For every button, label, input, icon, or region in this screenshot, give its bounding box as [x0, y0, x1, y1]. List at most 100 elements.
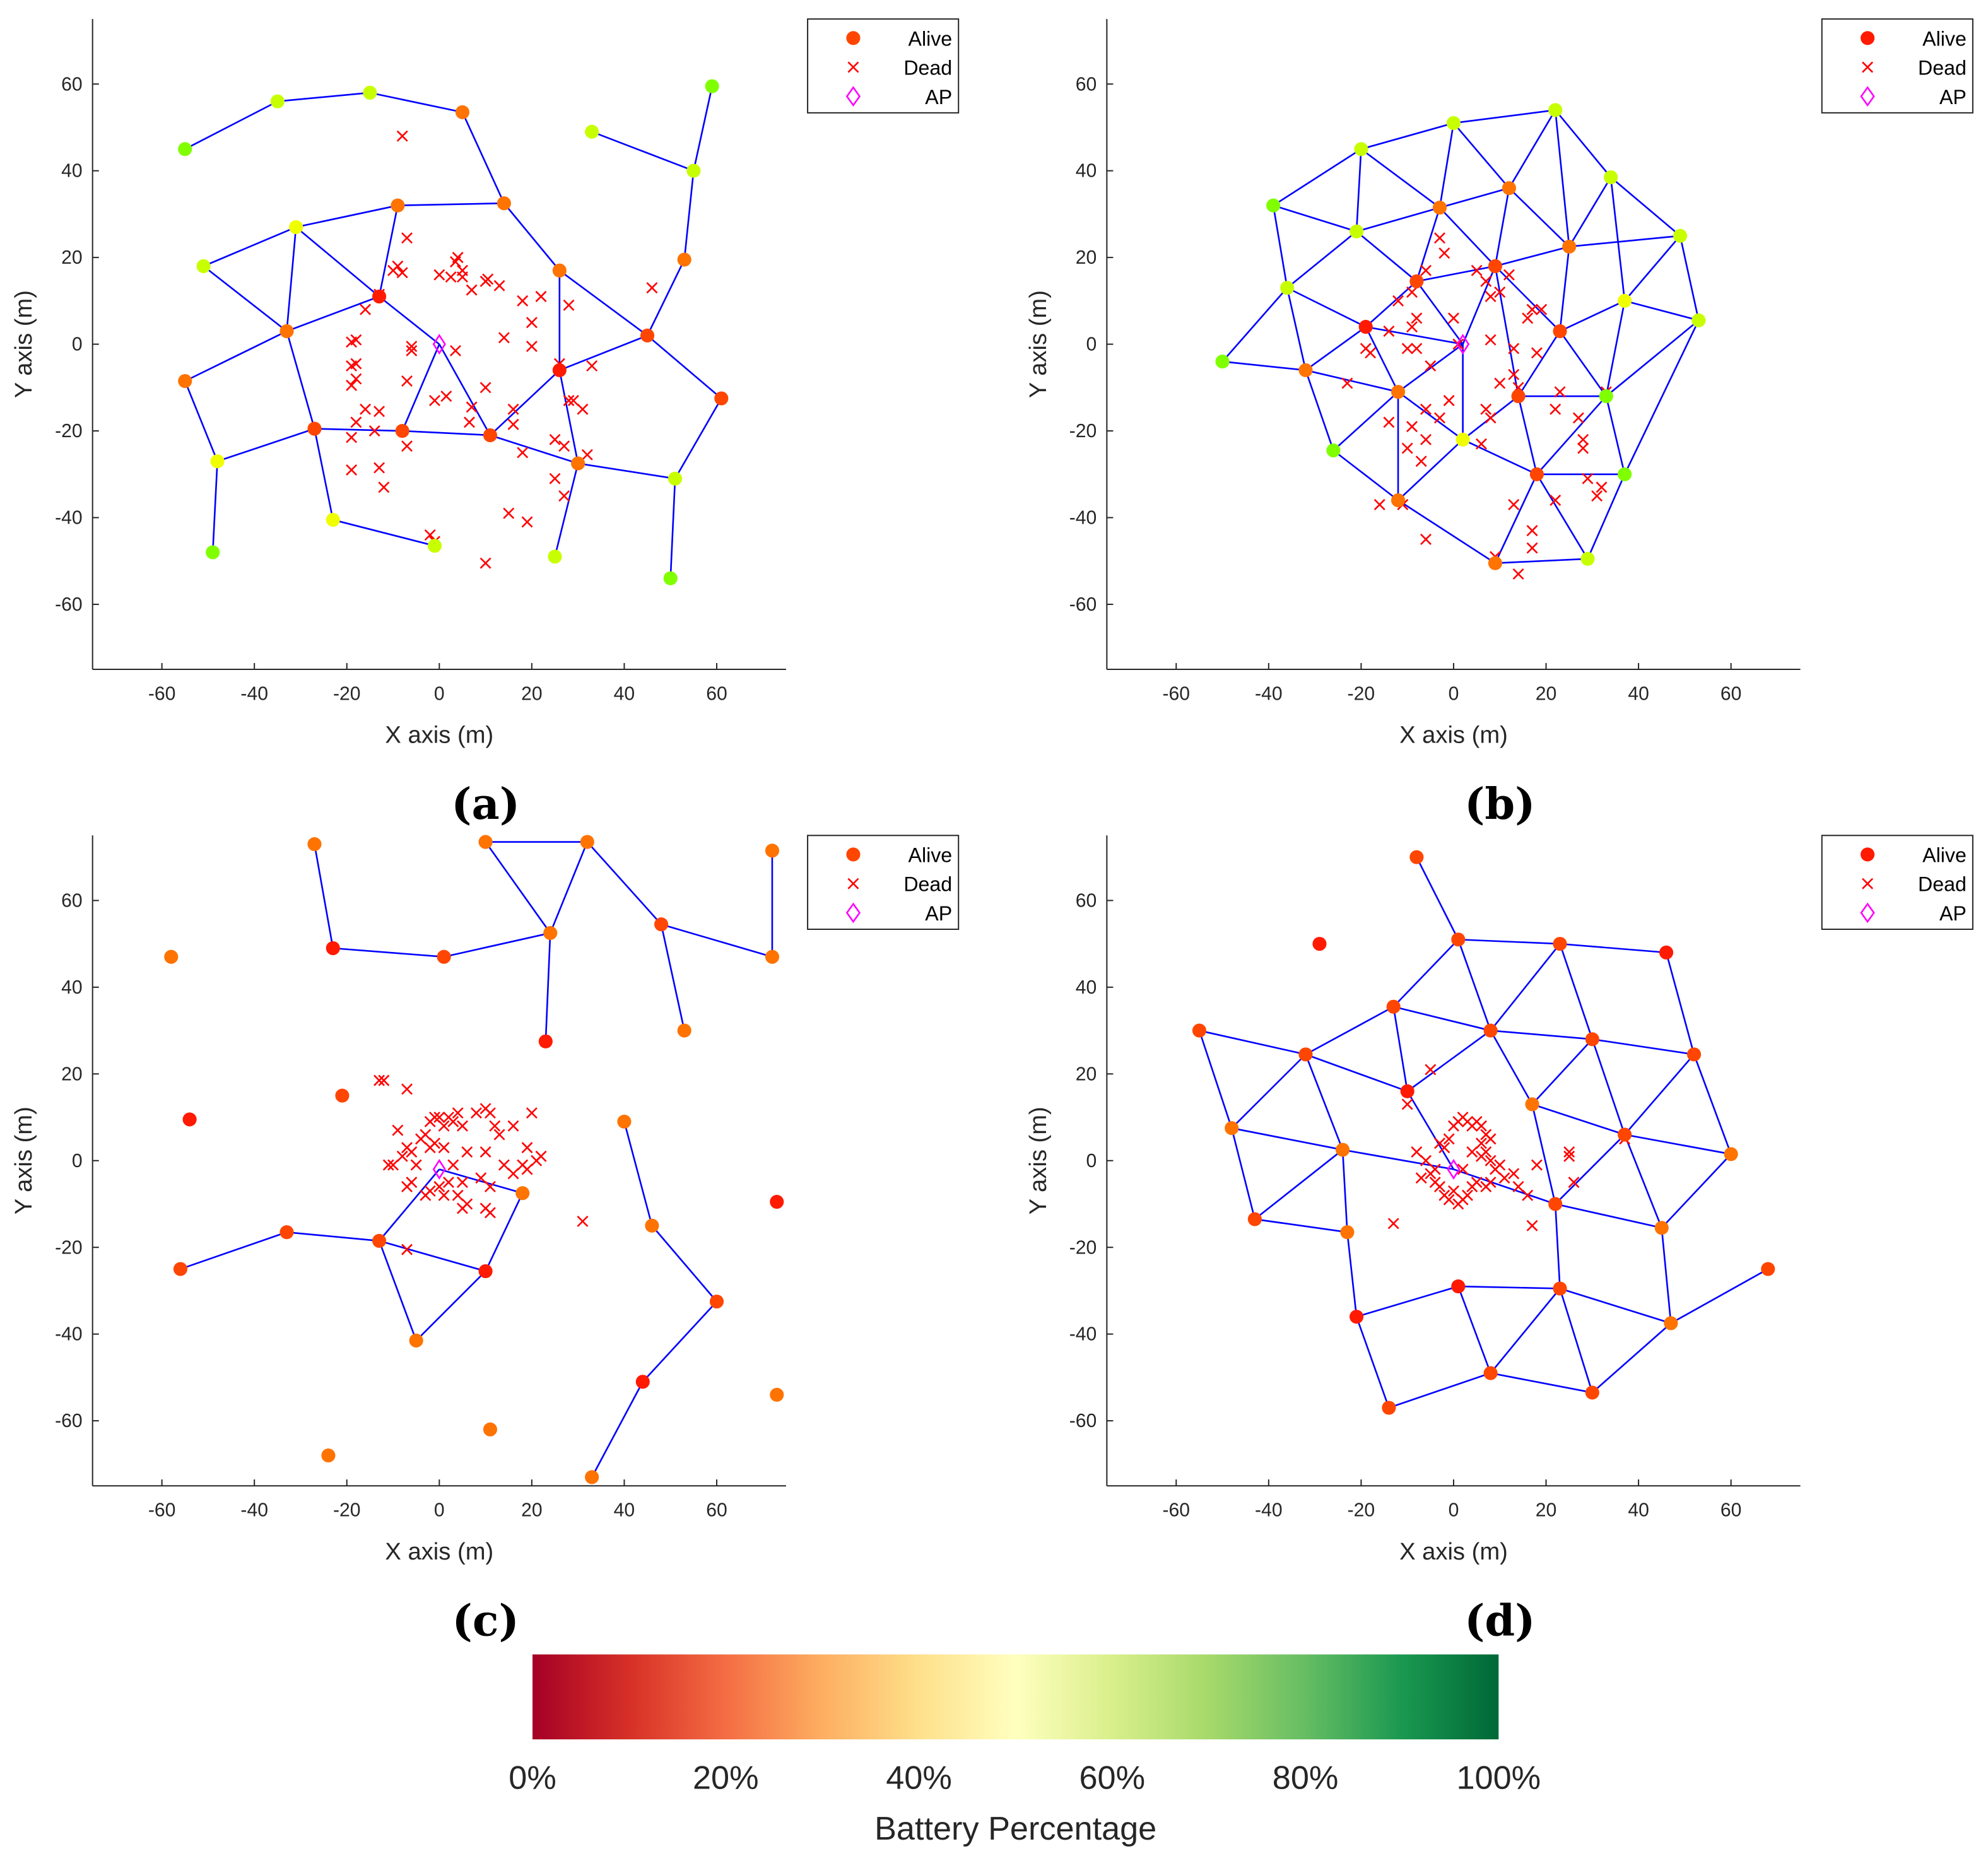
alive-node-marker: [1409, 274, 1424, 288]
dead-node-marker: [1480, 275, 1492, 287]
dead-node-marker: [1452, 338, 1464, 350]
link-edge: [1254, 1218, 1348, 1233]
dead-node-marker: [563, 299, 575, 311]
legend-alive-label: Alive: [909, 27, 953, 50]
link-edge: [1670, 1268, 1768, 1324]
alive-node-marker: [363, 85, 377, 100]
link-edge: [1624, 1134, 1731, 1155]
link-edge: [660, 924, 685, 1031]
link-edge: [1587, 474, 1626, 560]
legend-alive-label: Alive: [1922, 27, 1967, 50]
dead-node-marker: [479, 557, 491, 569]
alive-node-marker: [372, 1233, 387, 1248]
dead-node-marker: [1392, 295, 1404, 307]
dead-node-marker: [438, 1142, 450, 1154]
link-edge: [544, 932, 551, 1042]
colorbar: 0% 20% 40% 60% 80% 100% Battery Percentage: [509, 1654, 1541, 1847]
x-tick-label: 60: [706, 683, 727, 704]
alive-node-marker: [1192, 1023, 1206, 1038]
link-edge: [1679, 235, 1700, 321]
alive-node-marker: [196, 259, 211, 273]
dead-node-marker: [1406, 286, 1418, 298]
link-edge: [1559, 331, 1607, 397]
dead-node-marker: [581, 449, 593, 461]
link-edge: [1490, 1288, 1561, 1374]
link-edge: [623, 1121, 653, 1226]
alive-node-marker: [1525, 1097, 1539, 1112]
alive-node-marker: [1266, 198, 1281, 213]
dead-node-marker: [484, 1181, 496, 1192]
x-tick-label: 20: [521, 1500, 543, 1520]
link-edge: [1439, 207, 1496, 267]
x-tick-label: 40: [614, 683, 635, 704]
link-edge: [577, 462, 676, 479]
alive-node-marker: [279, 324, 294, 339]
link-edge: [1554, 110, 1570, 247]
dead-node-marker: [549, 433, 561, 445]
dead-node-marker: [373, 1074, 385, 1086]
ap-marker: [432, 1159, 446, 1180]
link-edge: [1199, 1030, 1306, 1055]
dead-node-marker: [1577, 442, 1589, 454]
alive-node-marker: [714, 391, 729, 406]
link-edge: [1665, 952, 1695, 1055]
alive-node-marker: [335, 1088, 350, 1103]
dead-node-marker: [1420, 403, 1432, 415]
colorbar-gradient: [532, 1654, 1499, 1740]
link-edge: [1624, 1054, 1695, 1136]
dead-node-marker: [433, 1181, 445, 1192]
x-tick-label: -60: [1163, 1500, 1191, 1520]
dead-node-marker: [406, 1146, 418, 1158]
dead-node-marker: [438, 1189, 450, 1201]
dead-node-marker: [1494, 1159, 1506, 1171]
legend-box: [807, 835, 960, 931]
alive-node-marker: [1382, 1401, 1396, 1415]
alive-node-marker: [178, 373, 192, 389]
link-edge: [586, 841, 662, 925]
colorbar-tick-label: 20%: [693, 1759, 759, 1796]
link-edge: [558, 370, 579, 464]
dead-node-marker: [521, 516, 533, 528]
dead-node-marker: [450, 256, 461, 267]
dead-node-marker: [1475, 1137, 1487, 1149]
dead-node-marker: [401, 440, 413, 452]
panel-label: (b): [1464, 779, 1535, 830]
alive-node-marker: [279, 1225, 294, 1240]
link-edge: [180, 1231, 287, 1270]
alive-node-marker: [270, 94, 285, 109]
dead-node-marker: [1526, 303, 1538, 315]
dead-node-marker: [401, 375, 413, 387]
link-edge: [295, 204, 398, 228]
link-edge: [1559, 943, 1594, 1040]
alive-node-marker: [1673, 228, 1688, 243]
panel-label: (d): [1464, 1595, 1535, 1646]
dead-node-marker: [461, 1146, 473, 1158]
dead-node-marker: [517, 447, 529, 459]
dead-node-marker: [521, 1163, 533, 1175]
link-edge: [1392, 1006, 1408, 1092]
dead-node-marker: [517, 295, 529, 307]
link-edge: [1568, 177, 1612, 247]
alive-node-marker: [585, 1470, 599, 1484]
dead-node-marker: [563, 394, 575, 406]
link-edge: [1356, 206, 1440, 233]
link-edge: [211, 461, 218, 553]
y-tick-label: 40: [61, 161, 83, 182]
link-edge: [1559, 300, 1625, 332]
x-tick-label: -40: [1255, 683, 1283, 704]
link-edge: [1462, 266, 1497, 345]
panel-label: (c): [452, 1595, 519, 1646]
y-tick-label: -20: [1069, 421, 1097, 442]
alive-node-marker: [765, 949, 779, 964]
y-tick-label: -40: [1069, 1324, 1097, 1345]
dead-node-marker: [350, 373, 362, 385]
link-edge: [314, 843, 334, 949]
dead-node-marker: [535, 291, 547, 302]
alive-node-marker: [515, 1186, 530, 1201]
dead-node-marker: [1503, 269, 1515, 281]
dead-node-marker: [1434, 412, 1445, 424]
dead-node-marker: [440, 391, 452, 402]
link-edge: [1569, 235, 1681, 248]
link-edge: [1341, 1149, 1348, 1233]
alive-node-marker: [1336, 1142, 1350, 1157]
